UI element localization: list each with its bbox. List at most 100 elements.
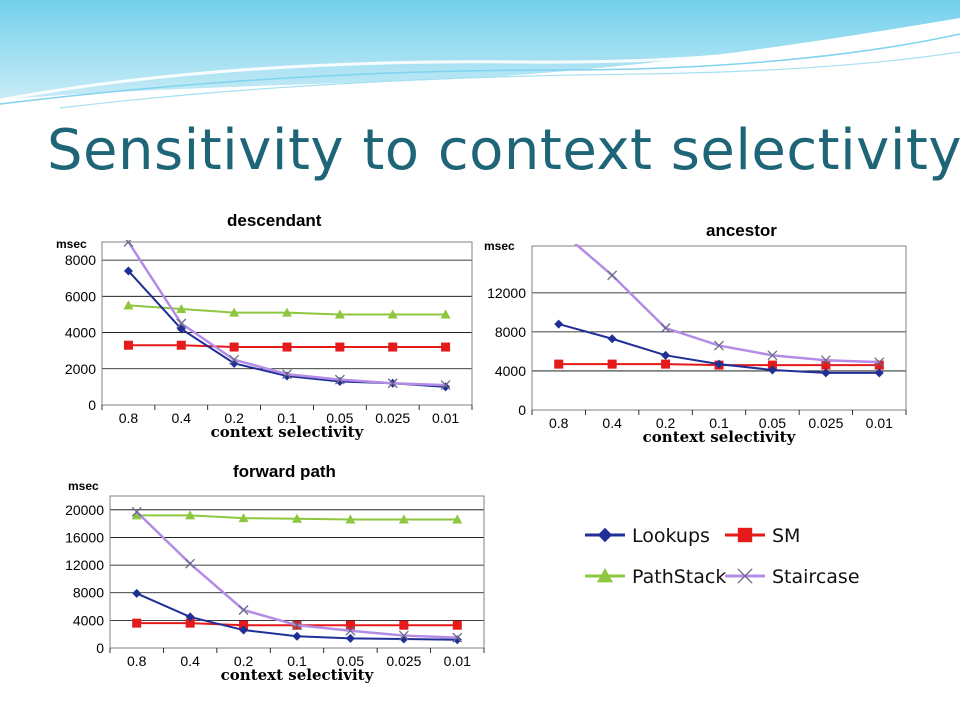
- chart-background: [484, 238, 914, 450]
- x-tick-label: 0.025: [386, 653, 421, 669]
- chart-legend: Lookups SM PathStack Staircase: [577, 497, 873, 631]
- data-point-sm: [123, 340, 133, 350]
- series-pathstack: [123, 300, 451, 319]
- x-tick-label: 0.01: [432, 410, 459, 426]
- data-point-staircase: [123, 240, 134, 247]
- y-tick-label: 4000: [73, 612, 104, 628]
- chart-title-ancestor: ancestor: [706, 221, 777, 240]
- legend-label: SM: [772, 525, 800, 547]
- series-pathstack: [131, 510, 463, 524]
- y-tick-label: 4000: [65, 325, 96, 341]
- data-point-sm: [388, 342, 398, 352]
- data-point-lookups: [874, 368, 884, 378]
- data-point-staircase: [185, 558, 196, 569]
- data-point-staircase: [767, 350, 778, 361]
- data-point-pathstack: [345, 514, 356, 524]
- data-point-lookups: [123, 266, 133, 276]
- data-point-sm: [399, 620, 409, 630]
- x-tick-label: 0.1: [277, 410, 297, 426]
- x-tick-label: 0.1: [287, 653, 307, 669]
- x-axis-label: context selectivity: [643, 428, 797, 446]
- x-tick-label: 0.4: [172, 410, 192, 426]
- data-point-sm: [767, 360, 777, 370]
- series-sm: [123, 340, 451, 352]
- y-tick-label: 0: [518, 402, 526, 418]
- series-lookups: [554, 319, 884, 378]
- legend-marker: [597, 568, 613, 583]
- y-tick-label: 20000: [65, 502, 104, 518]
- legend-label: PathStack: [632, 566, 726, 588]
- x-tick-label: 0.8: [549, 415, 569, 431]
- chart-descendant: 0 2000 4000 6000 8000 0.8 0.4 0.2 0.1 0.05 0.025 0.…: [52, 234, 480, 442]
- y-tick-label: 2000: [65, 361, 96, 377]
- data-point-pathstack: [334, 309, 345, 319]
- x-tick-label: 0.05: [326, 410, 353, 426]
- data-point-lookups: [185, 612, 195, 622]
- y-axis-label: msec: [56, 237, 87, 251]
- data-point-pathstack: [440, 309, 451, 319]
- data-point-staircase: [176, 318, 187, 329]
- x-tick-label: 0.1: [709, 415, 729, 431]
- data-point-sm: [441, 342, 451, 352]
- data-point-pathstack: [452, 514, 463, 524]
- chart-title-forward-path: forward path: [233, 462, 336, 481]
- series-staircase: [123, 240, 451, 391]
- data-point-staircase: [238, 605, 249, 615]
- data-point-lookups: [661, 350, 671, 360]
- x-tick-label: 0.2: [656, 415, 676, 431]
- x-tick-label: 0.8: [119, 410, 139, 426]
- data-point-sm: [335, 342, 345, 352]
- y-axis-label: msec: [68, 480, 99, 493]
- legend-marker: [597, 527, 613, 543]
- data-point-sm: [452, 620, 462, 630]
- y-tick-label: 0: [88, 397, 96, 413]
- x-tick-label: 0.2: [224, 410, 244, 426]
- x-tick-label: 0.025: [375, 410, 410, 426]
- legend-entry-pathstack: PathStack: [585, 566, 726, 588]
- data-point-lookups: [607, 334, 617, 344]
- plot-area: [109, 495, 485, 649]
- data-point-pathstack: [229, 307, 240, 317]
- y-tick-label: 8000: [495, 324, 526, 340]
- header-wave-background: [0, 0, 960, 109]
- data-point-pathstack: [292, 513, 302, 523]
- legend-label: Lookups: [632, 525, 710, 547]
- data-point-lookups: [176, 324, 186, 334]
- y-axis-label: msec: [484, 239, 515, 253]
- data-point-staircase: [874, 357, 885, 368]
- data-point-lookups: [554, 319, 564, 329]
- data-point-staircase: [398, 630, 409, 641]
- data-point-pathstack: [238, 513, 249, 523]
- x-tick-label: 0.8: [127, 653, 147, 669]
- chart-title-descendant: descendant: [227, 211, 322, 230]
- data-point-sm: [345, 620, 355, 630]
- data-point-sm: [185, 618, 195, 628]
- data-point-pathstack: [176, 304, 187, 314]
- data-point-staircase: [607, 270, 618, 281]
- legend-marker: [737, 527, 753, 543]
- chart-ancestor: 0 4000 8000 12000 0.8 0.4 0.2 0.1 0.05 0.025 0.01 m…: [484, 238, 914, 450]
- y-tick-label: 16000: [65, 529, 104, 545]
- y-tick-label: 8000: [73, 585, 104, 601]
- y-tick-label: 0: [96, 640, 104, 656]
- x-tick-label: 0.4: [180, 653, 200, 669]
- data-point-staircase: [292, 620, 302, 631]
- data-point-lookups: [821, 368, 831, 378]
- legend-label: Staircase: [772, 566, 860, 588]
- data-point-staircase: [229, 354, 240, 365]
- y-tick-label: 4000: [495, 363, 526, 379]
- plot-area: [531, 245, 907, 411]
- x-tick-label: 0.01: [866, 415, 893, 431]
- data-point-pathstack: [131, 510, 142, 520]
- data-point-staircase: [660, 323, 671, 333]
- data-point-lookups: [345, 633, 355, 643]
- y-tick-label: 12000: [487, 285, 526, 301]
- data-point-sm: [661, 359, 671, 369]
- x-tick-label: 0.2: [234, 653, 254, 669]
- series-staircase: [573, 244, 885, 368]
- data-point-pathstack: [398, 514, 409, 524]
- chart-forward-path: 0 4000 8000 12000 16000 20000 0.8 0.4 0.2 0.1 0.05…: [60, 480, 492, 686]
- data-point-staircase: [334, 374, 345, 385]
- x-tick-label: 0.025: [808, 415, 843, 431]
- x-tick-label: 0.4: [602, 415, 622, 431]
